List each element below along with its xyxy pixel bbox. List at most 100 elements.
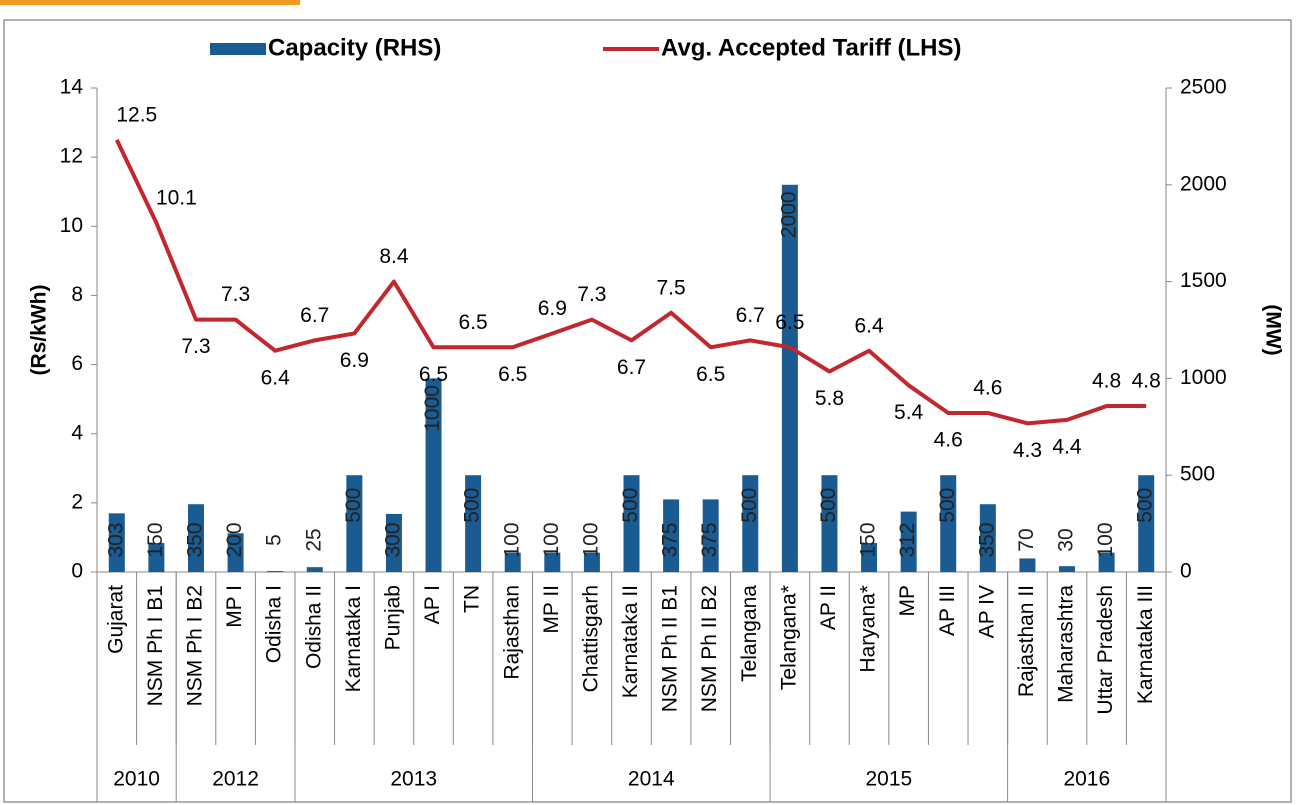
line-value-label: 6.5 xyxy=(498,363,527,386)
x-tick-label: AP IV xyxy=(975,585,998,638)
y2-tick-label: 2000 xyxy=(1180,172,1227,195)
x-tick-label: Chattisgarh xyxy=(579,585,602,692)
bar-value-label: 100 xyxy=(540,522,563,557)
bar-value-label: 100 xyxy=(1094,522,1117,557)
line-value-label: 6.5 xyxy=(419,363,448,386)
y-tick-label: 14 xyxy=(60,76,84,99)
line-value-label: 7.3 xyxy=(221,283,250,306)
group-label: 2013 xyxy=(390,768,437,791)
line-value-label: 6.4 xyxy=(854,314,884,337)
line-value-label: 7.3 xyxy=(577,283,606,306)
line-value-label: 4.6 xyxy=(973,377,1002,400)
bar-value-label: 100 xyxy=(579,522,602,557)
bar-value-label: 2000 xyxy=(777,191,800,238)
line-value-label: 6.7 xyxy=(300,304,329,327)
bar xyxy=(583,552,600,572)
line-value-label: 4.3 xyxy=(1013,439,1042,462)
bar xyxy=(1098,552,1115,572)
bar-value-label: 500 xyxy=(936,488,959,523)
bar-value-label: 303 xyxy=(104,522,127,557)
bar xyxy=(1138,475,1155,572)
x-tick-label: Rajasthan II xyxy=(1015,585,1038,697)
y2-tick-label: 0 xyxy=(1180,560,1192,583)
line-value-label: 6.4 xyxy=(261,366,291,389)
bar xyxy=(940,475,957,572)
x-tick-label: AP III xyxy=(936,585,959,636)
x-tick-label: Karnataka III xyxy=(1134,585,1157,704)
x-tick-label: TN xyxy=(461,585,484,613)
bar-value-label: 150 xyxy=(144,522,167,557)
group-label: 2010 xyxy=(113,768,160,791)
x-tick-label: MP I xyxy=(223,585,246,628)
bar xyxy=(900,511,917,572)
line-value-label: 6.5 xyxy=(696,363,725,386)
y-tick-label: 8 xyxy=(71,283,83,306)
group-label: 2016 xyxy=(1063,768,1110,791)
bar xyxy=(227,533,244,572)
x-tick-label: AP I xyxy=(421,585,444,624)
y-tick-label: 0 xyxy=(71,560,83,583)
x-tick-label: Odisha I xyxy=(263,585,286,663)
line-value-label: 12.5 xyxy=(116,103,157,126)
bar-value-label: 70 xyxy=(1015,528,1038,551)
line-value-label: 5.8 xyxy=(815,387,844,410)
bar xyxy=(702,499,719,572)
legend-swatch xyxy=(210,43,266,55)
y-tick-label: 6 xyxy=(71,352,83,375)
title-strip xyxy=(0,0,300,5)
x-tick-label: Haryana* xyxy=(857,585,880,673)
x-tick-label: AP II xyxy=(817,585,840,630)
bar-value-label: 500 xyxy=(817,488,840,523)
x-tick-label: Karnataka I xyxy=(342,585,365,692)
group-label: 2015 xyxy=(865,768,912,791)
y2-tick-label: 500 xyxy=(1180,463,1215,486)
bar-value-label: 312 xyxy=(896,522,919,557)
bar-value-label: 200 xyxy=(223,522,246,557)
line-value-label: 5.4 xyxy=(894,401,924,424)
bar xyxy=(108,513,125,572)
bar-value-label: 300 xyxy=(381,522,404,557)
bar-value-label: 350 xyxy=(975,522,998,557)
bar xyxy=(465,475,482,572)
line-value-label: 4.6 xyxy=(934,429,963,452)
bar-value-label: 100 xyxy=(500,522,523,557)
legend-label: Avg. Accepted Tariff (LHS) xyxy=(661,34,961,61)
bar xyxy=(504,552,521,572)
bar xyxy=(1019,558,1036,572)
y-tick-label: 2 xyxy=(71,490,83,513)
bar xyxy=(742,475,759,572)
x-tick-label: Rajasthan xyxy=(500,585,523,680)
y-tick-label: 10 xyxy=(60,214,83,237)
x-tick-label: MP II xyxy=(540,585,563,634)
bar-value-label: 1000 xyxy=(421,385,444,432)
bar-value-label: 500 xyxy=(619,488,642,523)
bar-value-label: 150 xyxy=(857,522,880,557)
bar-value-label: 5 xyxy=(263,534,286,546)
line-value-label: 4.8 xyxy=(1132,370,1161,393)
bar xyxy=(385,513,402,572)
x-tick-label: Maharashtra xyxy=(1055,585,1078,703)
chart-border xyxy=(3,19,1292,803)
bar xyxy=(346,475,363,572)
legend-label: Capacity (RHS) xyxy=(268,34,441,61)
line-value-label: 10.1 xyxy=(156,186,197,209)
bar xyxy=(861,542,878,572)
x-tick-label: Punjab xyxy=(381,585,404,650)
line-value-label: 6.7 xyxy=(736,304,765,327)
x-tick-label: NSM Ph I B2 xyxy=(184,585,207,706)
bar-value-label: 350 xyxy=(184,522,207,557)
line-value-label: 6.5 xyxy=(775,311,804,334)
bar-value-label: 375 xyxy=(698,522,721,557)
bar xyxy=(425,378,442,572)
tariff-line xyxy=(114,138,1147,426)
y-tick-label: 12 xyxy=(60,145,83,168)
y2-tick-label: 1500 xyxy=(1180,269,1227,292)
bar-value-label: 375 xyxy=(659,522,682,557)
x-tick-label: NSM Ph I B1 xyxy=(144,585,167,706)
x-tick-label: Karnataka II xyxy=(619,585,642,698)
bar xyxy=(781,184,798,573)
bar xyxy=(544,552,561,572)
x-tick-label: Telangana xyxy=(738,585,761,682)
